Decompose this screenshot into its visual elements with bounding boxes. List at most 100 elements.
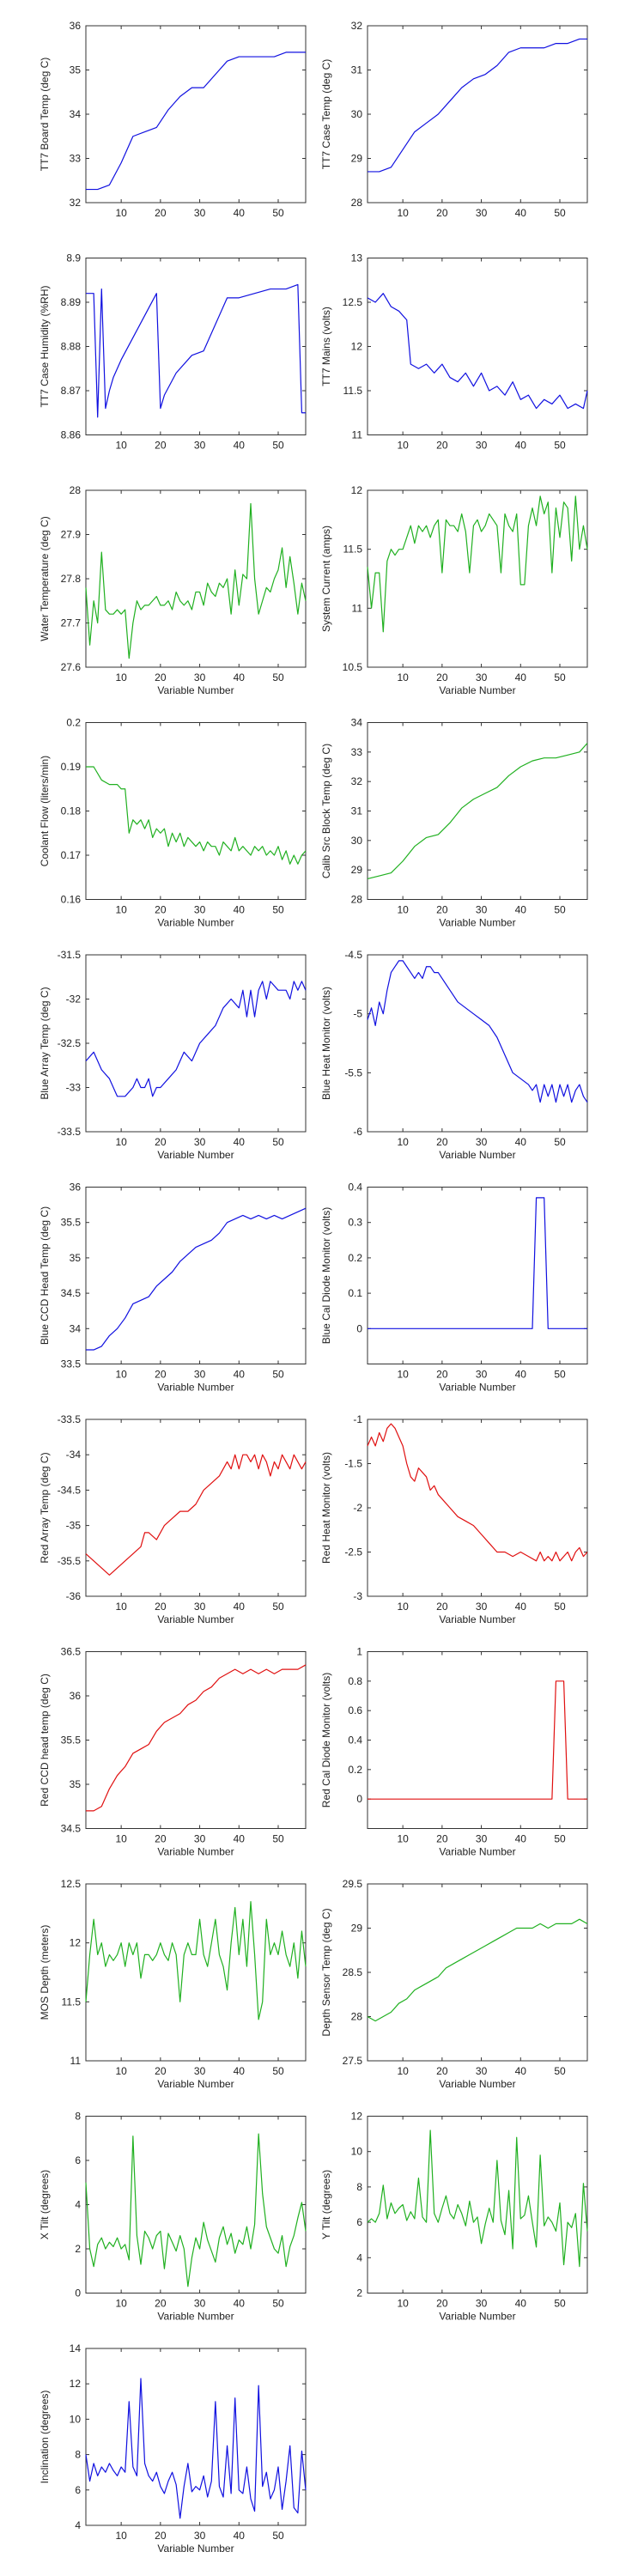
y-tick-label: -3	[353, 1590, 362, 1602]
y-axis-title: Water Temperature (deg C)	[39, 516, 51, 641]
x-tick-label: 30	[476, 440, 488, 452]
x-tick-label: 10	[397, 1601, 409, 1613]
x-axis-title: Variable Number	[157, 1149, 234, 1161]
y-axis-title: TT7 Mains (volts)	[320, 307, 332, 386]
y-tick-label: 4	[75, 2519, 81, 2531]
y-tick-label: 0.3	[348, 1217, 362, 1229]
y-tick-label: -5.5	[344, 1066, 362, 1078]
y-tick-label: 10	[351, 2146, 363, 2158]
y-tick-label: 0	[356, 1322, 362, 1334]
x-tick-label: 30	[194, 1136, 206, 1148]
y-tick-label: 12	[351, 2111, 363, 2123]
y-tick-label: 34	[351, 717, 363, 729]
x-axis-title: Variable Number	[157, 1382, 234, 1394]
y-tick-label: -32	[66, 993, 82, 1005]
plot-frame	[85, 2348, 307, 2526]
y-axis-title: Coolant Flow (liters/min)	[39, 756, 51, 866]
x-tick-label: 50	[554, 1369, 566, 1381]
x-axis-title: Variable Number	[157, 2543, 234, 2555]
y-axis-title: Inclination (degrees)	[39, 2391, 51, 2484]
y-tick-label: 0.2	[348, 1252, 362, 1264]
x-axis-title: Variable Number	[439, 1382, 515, 1394]
plot-frame	[367, 1187, 588, 1364]
x-tick-label: 10	[115, 207, 127, 219]
x-tick-label: 30	[194, 1833, 206, 1845]
x-tick-label: 40	[234, 671, 246, 683]
x-tick-label: 20	[155, 1833, 167, 1845]
y-tick-label: 32	[351, 775, 363, 787]
chart-panel-4: 10 20 30 40 50 11 11.5 12 12.5 13 TT7 Mains (volts…	[320, 252, 588, 452]
x-tick-label: 50	[554, 1833, 566, 1845]
y-axis-title: Red Cal Diode Monitor (volts)	[320, 1673, 332, 1807]
x-tick-label: 50	[272, 207, 284, 219]
y-tick-label: 0.8	[348, 1675, 362, 1687]
y-tick-label: -34.5	[58, 1484, 82, 1496]
y-tick-label: 34.5	[61, 1823, 82, 1835]
chart-panel-17: 10 20 30 40 50 11 11.5 12 12.5 MOS Depth (meters)…	[39, 1878, 307, 2090]
x-tick-label: 50	[272, 2298, 284, 2310]
y-tick-label: 12	[351, 341, 363, 353]
x-tick-label: 50	[554, 1601, 566, 1613]
y-tick-label: 0.18	[61, 805, 82, 817]
x-tick-label: 50	[272, 2530, 284, 2542]
plot-frame	[85, 1187, 307, 1364]
plot-frame	[85, 2116, 307, 2293]
x-tick-label: 50	[272, 1833, 284, 1845]
y-tick-label: -33.5	[58, 1413, 82, 1425]
y-tick-label: 28	[70, 484, 82, 496]
x-tick-label: 50	[272, 440, 284, 452]
x-tick-label: 30	[194, 2065, 206, 2077]
y-tick-label: -31.5	[58, 949, 82, 961]
x-tick-label: 50	[554, 440, 566, 452]
x-tick-label: 10	[115, 2298, 127, 2310]
y-tick-label: 11.5	[62, 1996, 82, 2008]
x-tick-label: 40	[515, 904, 527, 916]
x-tick-label: 10	[397, 1369, 409, 1381]
y-tick-label: 11	[70, 2055, 82, 2067]
y-tick-label: 36	[70, 1182, 82, 1194]
y-tick-label: -6	[353, 1126, 362, 1138]
x-tick-label: 30	[476, 1369, 488, 1381]
series-line	[367, 1918, 588, 2022]
x-axis-title: Variable Number	[157, 1613, 234, 1625]
y-tick-label: 6	[75, 2484, 81, 2496]
y-tick-label: 8.88	[61, 341, 82, 353]
x-tick-label: 50	[272, 2065, 284, 2077]
x-tick-label: 20	[155, 904, 167, 916]
x-axis-title: Variable Number	[157, 684, 234, 696]
x-tick-label: 20	[155, 1601, 167, 1613]
y-tick-label: -4.5	[344, 949, 362, 961]
x-axis-title: Variable Number	[439, 917, 515, 929]
x-tick-label: 20	[155, 207, 167, 219]
y-axis-title: Red Array Temp (deg C)	[39, 1452, 51, 1563]
x-tick-label: 10	[115, 2065, 127, 2077]
chart-panel-11: 10 20 30 40 50 33.5 34 34.5 35 35.5 36 Blue CCD Hea…	[39, 1182, 307, 1394]
x-tick-label: 20	[436, 1833, 448, 1845]
y-tick-label: -33	[66, 1082, 82, 1094]
y-tick-label: -35	[66, 1520, 82, 1532]
x-tick-label: 40	[234, 1369, 246, 1381]
x-tick-label: 10	[115, 671, 127, 683]
x-tick-label: 40	[234, 2530, 246, 2542]
y-tick-label: 8.89	[61, 296, 82, 308]
chart-panel-7: 10 20 30 40 50 0.16 0.17 0.18 0.19 0.2 Coolant Flo…	[39, 717, 307, 929]
y-tick-label: 12.5	[343, 296, 363, 308]
y-tick-label: 0.17	[61, 849, 82, 861]
y-tick-label: 36	[70, 20, 82, 32]
plot-frame	[85, 258, 307, 435]
plot-frame	[367, 25, 588, 204]
x-tick-label: 50	[272, 671, 284, 683]
chart-panel-20: 10 20 30 40 50 2 4 6 8 10 12 Y Tilt (degrees) Variab…	[320, 2111, 588, 2323]
chart-panel-10: 10 20 30 40 50 -6 -5.5 -5 -4.5 Blue Heat Monitor …	[320, 949, 588, 1161]
series-line	[367, 1423, 588, 1562]
x-axis-title: Variable Number	[157, 917, 234, 929]
series-line	[368, 1197, 587, 1329]
plot-frame	[367, 954, 588, 1133]
y-tick-label: 0.19	[61, 761, 82, 773]
x-tick-label: 50	[554, 671, 566, 683]
x-tick-label: 20	[155, 671, 167, 683]
series-line	[85, 2133, 307, 2287]
x-tick-label: 20	[436, 671, 448, 683]
y-tick-label: 6	[75, 2154, 81, 2166]
series-line	[367, 960, 588, 1103]
